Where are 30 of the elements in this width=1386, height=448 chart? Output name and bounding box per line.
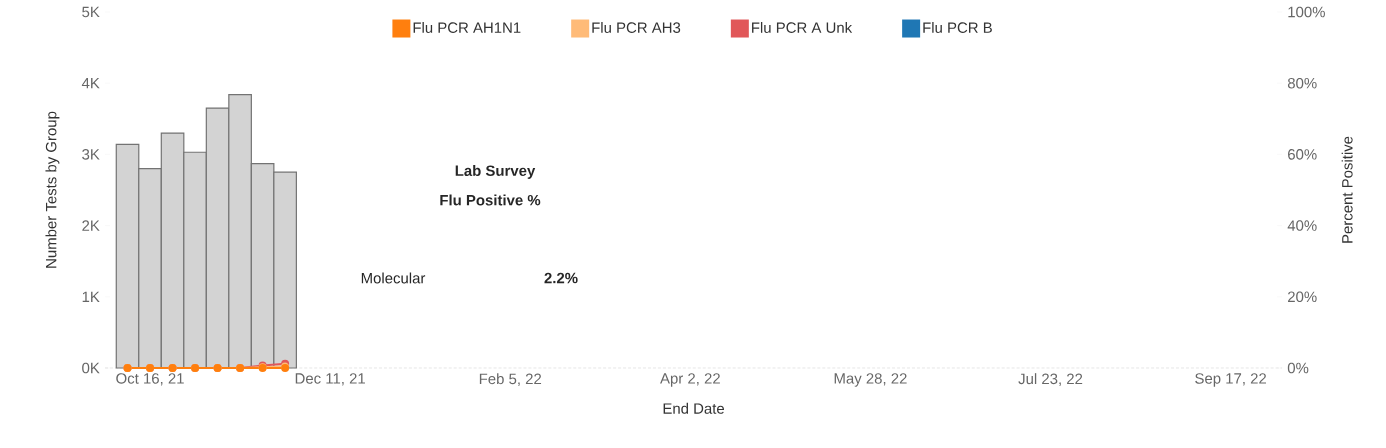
- y2-tick-label: 80%: [1287, 77, 1317, 89]
- y-tick-label: 5K: [82, 6, 100, 18]
- legend-label: Flu PCR AH3: [592, 21, 681, 33]
- x-tick-label: Apr 2, 22: [660, 373, 720, 387]
- annotation: Molecular: [361, 272, 426, 284]
- y-axis-title: Number Tests by Group: [45, 111, 60, 268]
- y2-tick-label: 20%: [1288, 291, 1317, 303]
- x-tick-label: Dec 11, 21: [295, 373, 365, 386]
- legend-label: Flu PCR A Unk: [752, 21, 853, 33]
- y-tick-label: 1K: [82, 291, 100, 302]
- y2-tick-label: 0%: [1287, 362, 1309, 374]
- annotation: Flu Positive %: [440, 194, 541, 206]
- x-tick-label: Sep 17, 22: [1195, 373, 1267, 387]
- y-tick-label: 4K: [81, 78, 100, 89]
- x-axis-title: End Date: [663, 402, 725, 414]
- y2-tick-label: 100%: [1288, 6, 1325, 18]
- x-tick-label: Jul 23, 22: [1018, 373, 1083, 386]
- y2-axis-title: Percent Positive: [1341, 136, 1353, 243]
- annotation: Lab Survey: [455, 165, 536, 179]
- legend-label: Flu PCR AH1N1: [413, 21, 521, 33]
- x-tick-label: May 28, 22: [834, 373, 907, 387]
- y2-tick-label: 40%: [1287, 220, 1317, 231]
- y-tick-label: 3K: [82, 149, 100, 160]
- annotation: 2.2%: [544, 272, 578, 284]
- x-tick-label: Oct 16, 21: [116, 373, 184, 386]
- x-tick-label: Feb 5, 22: [479, 373, 542, 386]
- y2-tick-label: 60%: [1288, 149, 1317, 160]
- y-tick-label: 0K: [82, 362, 100, 374]
- legend-label: Flu PCR B: [923, 21, 992, 33]
- y-tick-label: 2K: [82, 220, 100, 231]
